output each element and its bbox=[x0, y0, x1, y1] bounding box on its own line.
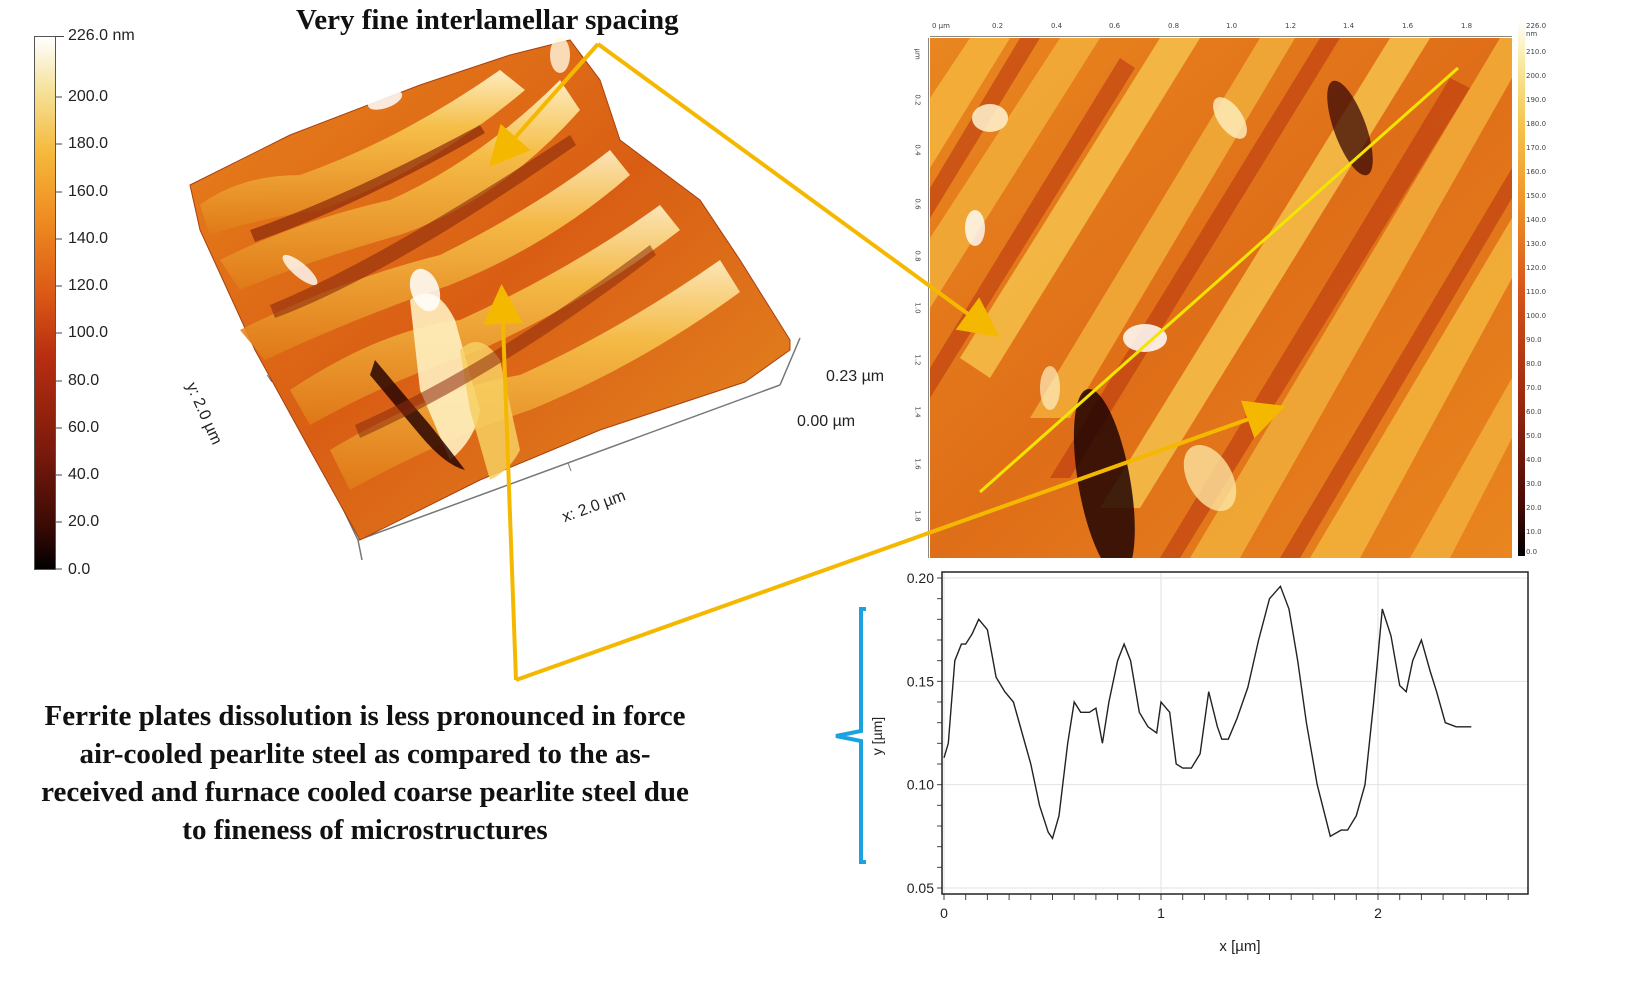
colorbar-ticks bbox=[56, 36, 66, 570]
colorbar-tick-label: 80.0 bbox=[68, 372, 100, 389]
y-tick-label: 0.15 bbox=[907, 673, 934, 689]
colorbar-tick-label: 140.0 bbox=[68, 230, 109, 247]
map-left-tick: 1.0 bbox=[913, 302, 922, 314]
map-top-tick: 0.4 bbox=[1051, 22, 1063, 30]
colorbar-tick-label: 40.0 bbox=[68, 466, 100, 483]
map-left-tick: µm bbox=[913, 48, 922, 60]
annotation-line: received and furnace cooled coarse pearl… bbox=[41, 776, 689, 808]
map-top-tick: 0.2 bbox=[992, 22, 1004, 30]
map-scale-tick: 130.0 bbox=[1526, 240, 1547, 248]
chart-ylabel: y [µm] bbox=[869, 717, 885, 755]
colorbar-tick-label: 160.0 bbox=[68, 183, 109, 200]
map-scale-tick: 200.0 bbox=[1526, 72, 1547, 80]
z-bottom-label: 0.00 µm bbox=[797, 413, 856, 430]
colorbar-gradient bbox=[34, 36, 56, 570]
afm-3d-surface: y: 2.0 µm x: 2.0 µm bbox=[180, 30, 820, 570]
map-scale-tick: 60.0 bbox=[1526, 408, 1542, 416]
map-left-ruler bbox=[914, 38, 929, 558]
map-scale-tick: 20.0 bbox=[1526, 504, 1542, 512]
chart-xlabel: x [µm] bbox=[1219, 938, 1260, 955]
afm-height-map: 0 µm 0.2 0.4 0.6 0.8 1.0 1.2 1.4 1.6 1.8… bbox=[912, 14, 1552, 560]
map-scale-tick: 100.0 bbox=[1526, 312, 1547, 320]
colorbar-tick-label: 20.0 bbox=[68, 513, 100, 530]
z-top-label: 0.23 µm bbox=[826, 368, 885, 385]
colorbar-tick-label: 180.0 bbox=[68, 135, 109, 152]
map-top-tick: 0.8 bbox=[1168, 22, 1180, 30]
map-top-tick: 1.6 bbox=[1402, 22, 1414, 30]
y-tick-label: 0.05 bbox=[907, 880, 934, 896]
map-scale-tick: 70.0 bbox=[1526, 384, 1542, 392]
map-top-tick: 1.2 bbox=[1285, 22, 1297, 30]
profile-series-line bbox=[943, 584, 1472, 841]
map-scale-tick: 110.0 bbox=[1526, 288, 1547, 296]
map-left-tick: 1.4 bbox=[913, 406, 922, 418]
colorbar-tick-label: 100.0 bbox=[68, 324, 109, 341]
map-scale-tick: 226.0 nm bbox=[1526, 22, 1547, 38]
map-scale-tick: 80.0 bbox=[1526, 360, 1542, 368]
map-scale-tick: 170.0 bbox=[1526, 144, 1547, 152]
x-tick-label: 0 bbox=[940, 905, 948, 921]
map-top-tick: 1.0 bbox=[1226, 22, 1238, 30]
map-top-tick: 1.4 bbox=[1343, 22, 1355, 30]
y-tick-label: 0.10 bbox=[907, 777, 934, 793]
map-image bbox=[930, 38, 1512, 558]
colorbar-tick-label: 60.0 bbox=[68, 419, 100, 436]
bracket-icon bbox=[835, 607, 866, 864]
map-scale-tick: 10.0 bbox=[1526, 528, 1542, 536]
x-tick-label: 1 bbox=[1157, 905, 1165, 921]
map-top-ruler bbox=[930, 22, 1512, 37]
map-left-tick: 1.2 bbox=[913, 354, 922, 366]
map-scale-tick: 90.0 bbox=[1526, 336, 1542, 344]
map-scale-tick: 190.0 bbox=[1526, 96, 1547, 104]
map-left-tick: 1.6 bbox=[913, 458, 922, 470]
map-scale-tick: 160.0 bbox=[1526, 168, 1547, 176]
map-top-tick: 0.6 bbox=[1109, 22, 1121, 30]
height-profile-chart: 0.05 0.10 0.15 0.20 0 1 2 x [µm] y [µm] bbox=[834, 566, 1534, 966]
height-colorbar: 226.0 nm 200.0 180.0 160.0 140.0 120.0 1… bbox=[0, 0, 160, 590]
map-left-tick: 0.6 bbox=[913, 198, 922, 210]
map-left-tick: 0.4 bbox=[913, 144, 922, 156]
surface-title: Very fine interlamellar spacing bbox=[296, 4, 679, 36]
colorbar-tick-label: 200.0 bbox=[68, 88, 109, 105]
map-scale-tick: 120.0 bbox=[1526, 264, 1547, 272]
map-left-tick: 1.8 bbox=[913, 510, 922, 522]
colorbar-tick-label: 0.0 bbox=[68, 561, 91, 578]
map-left-tick: 0.2 bbox=[913, 94, 922, 106]
map-scale-tick: 210.0 bbox=[1526, 48, 1547, 56]
colorbar-top-label: 226.0 nm bbox=[68, 27, 135, 44]
x-tick-label: 2 bbox=[1374, 905, 1382, 921]
annotation-line: Ferrite plates dissolution is less prono… bbox=[44, 700, 686, 732]
map-scale-tick: 30.0 bbox=[1526, 480, 1542, 488]
map-top-tick: 0 µm bbox=[932, 22, 950, 30]
map-scale-bar bbox=[1518, 20, 1525, 556]
map-scale-tick: 180.0 bbox=[1526, 120, 1547, 128]
annotation-line: air-cooled pearlite steel as compared to… bbox=[79, 738, 651, 770]
map-scale-tick: 50.0 bbox=[1526, 432, 1542, 440]
map-scale-tick: 40.0 bbox=[1526, 456, 1542, 464]
annotation-text: Ferrite plates dissolution is less prono… bbox=[0, 697, 730, 849]
map-scale-tick: 140.0 bbox=[1526, 216, 1547, 224]
y-tick-label: 0.20 bbox=[907, 570, 934, 586]
map-top-tick: 1.8 bbox=[1461, 22, 1473, 30]
map-left-tick: 0.8 bbox=[913, 250, 922, 262]
annotation-line: to fineness of microstructures bbox=[182, 814, 548, 846]
map-scale-tick: 0.0 bbox=[1526, 548, 1538, 556]
map-scale-tick: 150.0 bbox=[1526, 192, 1547, 200]
colorbar-tick-label: 120.0 bbox=[68, 277, 109, 294]
